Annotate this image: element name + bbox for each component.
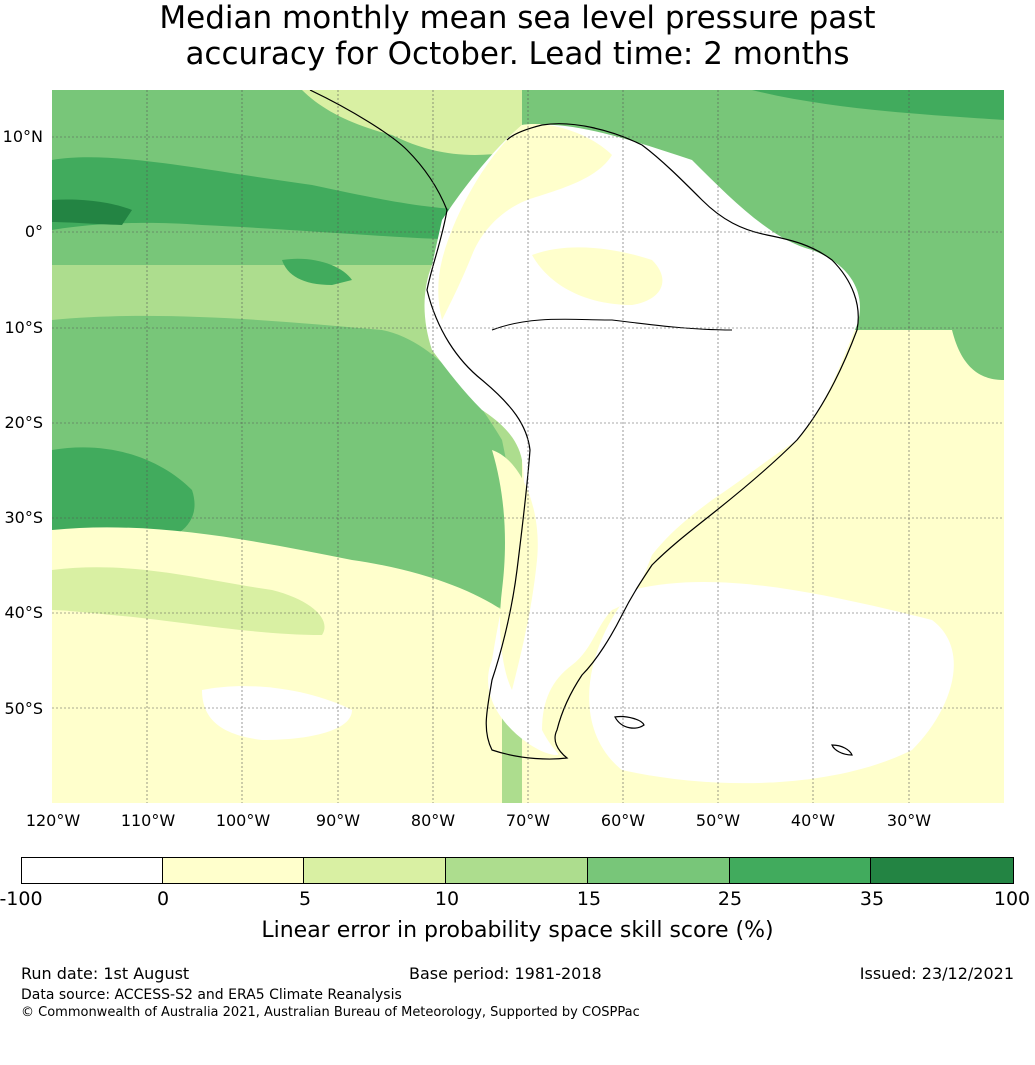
pacific-dark-spot (52, 199, 132, 225)
pacific-south-patch (52, 567, 325, 635)
colorbar-tick: 5 (298, 888, 312, 910)
colorbar-tick: -100 (0, 888, 43, 910)
lon-label-100w: 100°W (215, 811, 271, 830)
colorbar-tick: 15 (576, 888, 602, 910)
lon-label-80w: 80°W (410, 811, 456, 830)
title-line-2: accuracy for October. Lead time: 2 month… (185, 36, 850, 72)
pacific-south-dark (52, 447, 195, 545)
falkland-islands (614, 715, 645, 729)
pacific-mid-green (52, 315, 519, 610)
atlantic-north-dark (752, 90, 1004, 120)
lat-label-10n: 10°N (2, 127, 43, 146)
colorbar-segment-white (22, 858, 163, 883)
lon-label-70w: 70°W (505, 811, 551, 830)
run-date: Run date: 1st August (21, 964, 190, 983)
colorbar-segment-0-5 (162, 858, 305, 883)
lon-label-90w: 90°W (315, 811, 361, 830)
colorbar-segment-10-15 (446, 858, 588, 883)
amazon-light-patch (532, 247, 663, 305)
caribbean-region (302, 90, 522, 155)
colorbar (21, 857, 1014, 884)
base-period: Base period: 1981-2018 (409, 964, 602, 983)
lon-label-60w: 60°W (600, 811, 646, 830)
colorbar-label: Linear error in probability space skill … (261, 918, 774, 943)
copyright: © Commonwealth of Australia 2021, Austra… (21, 1005, 640, 1020)
lon-label-30w: 30°W (886, 811, 932, 830)
lat-label-20s: 20°S (4, 413, 43, 432)
pacific-south-white (202, 686, 352, 740)
title-line-1: Median monthly mean sea level pressure p… (159, 0, 876, 36)
atlantic-equatorial-green (952, 330, 1004, 380)
colorbar-tick: 25 (717, 888, 743, 910)
south-america-interior (424, 124, 860, 756)
lon-label-40w: 40°W (790, 811, 836, 830)
data-source: Data source: ACCESS-S2 and ERA5 Climate … (21, 987, 402, 1003)
lon-label-120w: 120°W (25, 811, 81, 830)
issued-date: Issued: 23/12/2021 (859, 964, 1014, 983)
colorbar-tick: 10 (434, 888, 460, 910)
colorbar-segment-5-10 (304, 858, 447, 883)
lat-label-50s: 50°S (4, 699, 43, 718)
south-georgia (831, 744, 853, 756)
colorbar-segment-25-35 (729, 858, 872, 883)
colorbar-tick: 100 (993, 888, 1031, 910)
colorbar-tick: 35 (859, 888, 885, 910)
atlantic-south-white (589, 581, 954, 784)
map-canvas (52, 90, 1004, 803)
graticule (52, 90, 1004, 803)
pacific-spot-1 (282, 258, 352, 285)
colorbar-segment-35-100 (871, 858, 1014, 883)
andes-south-light (492, 450, 538, 690)
colorbar-tick: 0 (156, 888, 170, 910)
pacific-equatorial-band (52, 157, 482, 240)
lon-label-50w: 50°W (695, 811, 741, 830)
amazon-river (491, 318, 733, 331)
skill-map (52, 90, 1004, 803)
lat-label-0: 0° (24, 222, 43, 241)
lon-label-110w: 110°W (120, 811, 176, 830)
lat-label-40s: 40°S (4, 603, 43, 622)
map-title: Median monthly mean sea level pressure p… (0, 0, 1035, 72)
south-america-coastline (309, 90, 859, 760)
colorbar-segment-15-25 (587, 858, 730, 883)
lat-label-30s: 30°S (4, 508, 43, 527)
andes-north-light (438, 124, 612, 320)
lat-label-10s: 10°S (4, 318, 43, 337)
